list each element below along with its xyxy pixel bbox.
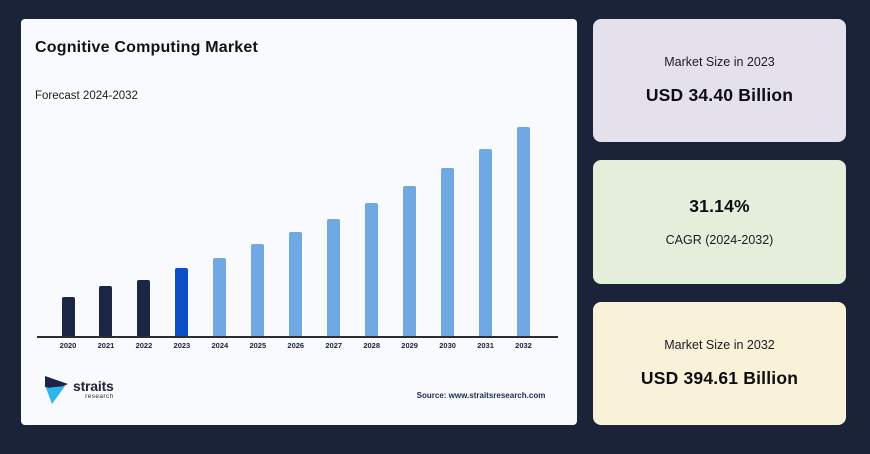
stat-value-2032: USD 394.61 Billion (640, 367, 799, 388)
source-attribution: Source: www.straitsresearch.com (416, 391, 546, 400)
bar-2027 (327, 219, 341, 336)
bar-2032 (517, 127, 531, 336)
stat-value-cagr: 31.14% (689, 196, 750, 217)
bar-plot: 2020 2021 2022 2023 2024 2025 2026 2027 2028 2029… (37, 118, 558, 350)
bar-2031 (479, 149, 493, 336)
x-tick-2028: 2028 (363, 341, 381, 350)
bar-2023 (175, 268, 189, 336)
x-tick-2020: 2020 (59, 341, 77, 350)
logo-text: straits research (73, 379, 114, 401)
bar-2030 (441, 168, 455, 336)
stat-label-2023: Market Size in 2023 (664, 55, 775, 70)
x-tick-2029: 2029 (401, 341, 418, 350)
stat-value-2023: USD 34.40 Billion (645, 85, 794, 106)
straits-logo-icon (45, 376, 68, 404)
stat-label-cagr: CAGR (2024-2032) (665, 233, 774, 248)
chart-subtitle: Forecast 2024-2032 (35, 90, 138, 102)
x-tick-2027: 2027 (325, 341, 343, 350)
x-tick-2023: 2023 (173, 341, 191, 350)
x-tick-2030: 2030 (439, 341, 456, 350)
logo-subtitle: research (85, 393, 114, 400)
bar-2021 (99, 286, 113, 336)
bar-2024 (213, 258, 227, 336)
x-tick-2031: 2031 (477, 341, 494, 350)
logo-name: straits (73, 378, 114, 394)
x-tick-2024: 2024 (211, 341, 229, 350)
straits-research-logo: straits research (44, 375, 114, 405)
stat-panel-cagr: 31.14% CAGR (2024-2032) (593, 160, 846, 284)
x-tick-2021: 2021 (97, 341, 115, 350)
x-tick-2032: 2032 (515, 341, 532, 350)
x-tick-2026: 2026 (287, 341, 305, 350)
x-tick-2025: 2025 (249, 341, 267, 350)
bar-2028 (365, 203, 379, 336)
stat-label-2032: Market Size in 2032 (664, 337, 775, 352)
chart-title: Cognitive Computing Market (35, 39, 258, 56)
bar-2029 (403, 186, 417, 336)
stat-panel-market-2032: Market Size in 2032 USD 394.61 Billion (593, 301, 846, 425)
chart-card: Cognitive Computing Market Forecast 2024… (21, 19, 577, 425)
x-tick-2022: 2022 (135, 341, 153, 350)
stat-panel-market-2023: Market Size in 2023 USD 34.40 Billion (593, 19, 846, 143)
stats-column: Market Size in 2023 USD 34.40 Billion 31… (593, 19, 846, 425)
bar-2025 (251, 244, 265, 336)
bar-2020 (61, 297, 75, 336)
bar-2022 (137, 280, 151, 336)
bar-2026 (289, 232, 303, 336)
